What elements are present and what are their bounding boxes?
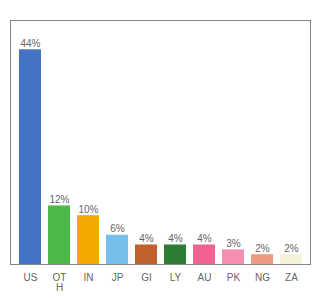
svg-text:2%: 2% [255,243,270,254]
svg-text:IN: IN [84,272,94,283]
svg-text:44%: 44% [20,38,40,49]
svg-text:LY: LY [170,272,182,283]
svg-text:PK: PK [227,272,241,283]
svg-text:4%: 4% [168,233,183,244]
svg-text:2%: 2% [284,243,299,254]
svg-text:GI: GI [141,272,152,283]
svg-text:4%: 4% [197,233,212,244]
svg-text:ZA: ZA [285,272,298,283]
svg-text:AU: AU [198,272,212,283]
svg-text:NG: NG [255,272,270,283]
svg-text:12%: 12% [49,194,69,205]
svg-text:4%: 4% [139,233,154,244]
svg-text:OTH: OTH [53,272,67,293]
svg-text:10%: 10% [78,204,98,215]
svg-text:3%: 3% [226,238,241,249]
svg-text:US: US [24,272,38,283]
svg-text:6%: 6% [110,223,125,234]
svg-text:JP: JP [112,272,124,283]
